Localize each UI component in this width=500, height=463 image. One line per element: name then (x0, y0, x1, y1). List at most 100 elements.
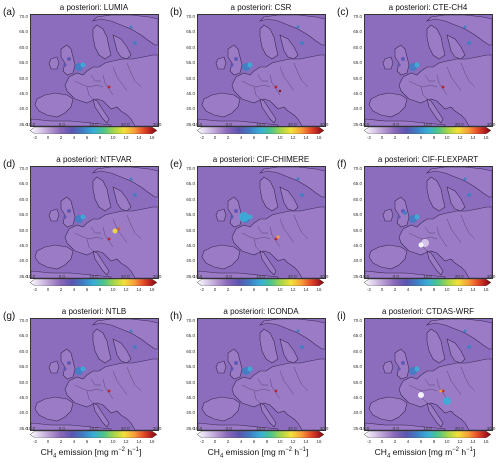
country-border (436, 74, 448, 96)
latitude-tick-label: 55.0 (353, 364, 362, 370)
colorbar-tick-label: -2 (366, 439, 372, 444)
land-region (426, 15, 492, 46)
longitude-tick-label: 10.0 (256, 426, 265, 431)
colorbar-axis-label: CH4 emission [mg m−2 h−1] (40, 447, 142, 460)
uk-hotspot (63, 215, 67, 219)
latitude-tick-label: 40.0 (19, 410, 28, 416)
map-canvas (197, 14, 326, 127)
longitude-tick-label: 0.0 (392, 274, 399, 279)
land-region (368, 396, 408, 422)
latitude-tick-label: 60.0 (19, 196, 28, 202)
colorbar-tick-label: -2 (32, 439, 38, 444)
land-region (259, 15, 325, 46)
baltic-spot (133, 41, 137, 45)
latitude-tick-label: 60.0 (353, 196, 362, 202)
scandinavia-spot (129, 329, 133, 333)
central-hotspot (107, 389, 111, 393)
latitude-tick-label: 55.0 (186, 364, 195, 370)
panel-letter: (d) (3, 159, 16, 170)
land-region (92, 176, 112, 212)
latitude-tick-label: 60.0 (353, 44, 362, 50)
colorbar-tick-label: -2 (366, 287, 372, 292)
colorbar-tick-label: 2 (59, 287, 63, 292)
benelux-hotspot (80, 214, 86, 220)
colorbar-tick-label: 12 (290, 439, 296, 444)
colorbar-tick-label: 16 (149, 135, 155, 140)
longitude-tick-label: 10.0 (256, 274, 265, 279)
colorbar-tick-label: 14 (303, 287, 309, 292)
latitude-tick-label: 35.0 (19, 273, 28, 279)
country-border (86, 390, 94, 404)
map-panel: (a) a posteriori: LUMIA 70.0 65.0 60.0 55.0 50… (0, 0, 162, 150)
benelux-hotspot (239, 212, 249, 222)
central-hotspot (117, 227, 121, 231)
longitude-tick-label: 30.0 (319, 122, 329, 127)
uk-hotspot (230, 367, 234, 371)
country-border (460, 62, 476, 88)
benelux-hotspot (414, 62, 420, 68)
colorbar-tick-label: 10 (444, 135, 450, 140)
scandinavia-spot (296, 329, 300, 333)
latitude-tick-label: 40.0 (186, 258, 195, 264)
land-region (215, 208, 227, 222)
longitude-tick-label: 20.0 (454, 274, 464, 279)
colorbar-tick-label: 16 (316, 135, 322, 140)
colorbar-tick-label: 4 (239, 287, 243, 292)
central-hotspot (278, 89, 282, 93)
latitude-tick-label: 50.0 (19, 75, 28, 81)
colorbar (364, 431, 491, 438)
longitude-tick-label: 10.0 (423, 122, 432, 127)
latitude-tick-label: 60.0 (186, 196, 195, 202)
colorbar-gradient (30, 431, 157, 438)
land-region (426, 250, 444, 276)
country-border (90, 378, 101, 386)
colorbar-tick-label: 16 (316, 287, 322, 292)
longitude-tick-label: 10.0 (256, 122, 265, 127)
country-border (126, 366, 142, 392)
colorbar-tick-label: 14 (470, 287, 476, 292)
map-canvas (364, 14, 493, 127)
baltic-spot (467, 41, 471, 45)
panel-title: a posteriori: CSR (230, 3, 292, 12)
baltic-spot (300, 193, 304, 197)
central-hotspot (274, 237, 278, 241)
latitude-tick-label: 55.0 (19, 212, 28, 218)
colorbar-tick-label: 14 (136, 287, 142, 292)
colorbar-tick-label: 4 (72, 287, 76, 292)
uk-hotspot (67, 209, 71, 213)
latitude-tick-label: 35.0 (19, 121, 28, 127)
colorbar-tick-label: -2 (199, 439, 205, 444)
latitude-tick-label: 65.0 (19, 333, 28, 339)
uk-hotspot (63, 367, 67, 371)
longitude-tick-label: -10.0 (24, 426, 36, 431)
latitude-tick-label: 45.0 (353, 243, 362, 248)
land-region (31, 118, 112, 126)
latitude-tick-label: 70.0 (186, 166, 195, 171)
panel-letter: (g) (3, 311, 16, 322)
latitude-tick-label: 55.0 (19, 60, 28, 66)
panel-title: a posteriori: CIF-CHIMERE (212, 155, 310, 164)
longitude-tick-label: 30.0 (486, 122, 496, 127)
colorbar-tick-label: 6 (85, 135, 89, 140)
colorbar-tick-label: 4 (72, 135, 76, 140)
colorbar-tick-label: 8 (98, 287, 102, 292)
europe-map (31, 15, 158, 126)
colorbar-tick-label: -2 (32, 135, 38, 140)
latitude-tick-label: 45.0 (353, 91, 362, 96)
latitude-tick-label: 40.0 (353, 106, 362, 112)
longitude-tick-label: 30.0 (486, 274, 496, 279)
latitude-tick-label: 65.0 (353, 29, 362, 35)
uk-hotspot (234, 209, 238, 213)
land-region (31, 422, 112, 430)
colorbar-tick-label: 6 (252, 135, 256, 140)
colorbar (30, 127, 157, 134)
latitude-tick-label: 65.0 (19, 181, 28, 187)
land-region (365, 270, 446, 278)
latitude-tick-label: 50.0 (19, 227, 28, 233)
scandinavia-spot (463, 329, 467, 333)
panel-letter: (b) (170, 7, 183, 18)
baltic-spot (300, 41, 304, 45)
europe-map (198, 167, 325, 278)
longitude-tick-label: 0.0 (58, 426, 65, 431)
latitude-tick-label: 40.0 (19, 258, 28, 264)
